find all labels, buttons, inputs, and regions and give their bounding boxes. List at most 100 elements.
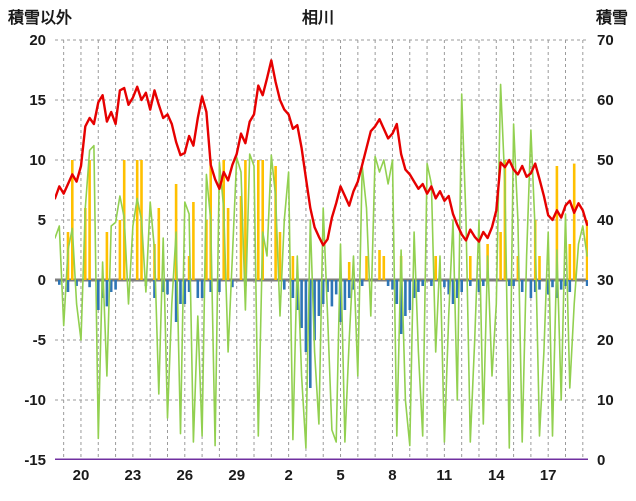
left-axis-tick-label: 15 — [29, 92, 46, 109]
right-axis-tick-label: 10 — [597, 392, 614, 409]
x-axis-tick-label: 17 — [540, 467, 557, 484]
blue-bars — [391, 280, 394, 290]
blue-bars — [412, 280, 416, 298]
x-axis-tick-label: 20 — [73, 467, 90, 484]
blue-bars — [109, 280, 113, 292]
orange-bars — [187, 256, 191, 280]
orange-bars — [538, 256, 541, 280]
blue-bars — [520, 280, 524, 292]
orange-bars — [568, 244, 572, 280]
blue-bars — [58, 280, 61, 285]
blue-bars — [183, 280, 187, 304]
blue-bars — [533, 280, 537, 292]
blue-bars — [105, 280, 109, 307]
orange-bars — [257, 160, 260, 280]
right-axis-tick-label: 70 — [597, 32, 614, 49]
right-axis-tick-label: 50 — [597, 152, 614, 169]
orange-bars — [291, 256, 295, 280]
orange-bars — [516, 256, 520, 280]
blue-bars — [421, 280, 424, 286]
chart-title: 相川 — [301, 10, 334, 27]
left-axis-tick-label: -5 — [33, 332, 46, 349]
orange-bars — [226, 208, 230, 280]
blue-bars — [66, 280, 70, 292]
blue-bars — [339, 280, 342, 322]
orange-bars — [84, 208, 87, 280]
blue-bars — [283, 280, 286, 290]
orange-bars — [135, 160, 139, 280]
left-axis-tick-label: 10 — [29, 152, 46, 169]
orange-bars — [244, 160, 247, 280]
blue-bars — [551, 280, 554, 288]
blue-bars — [296, 280, 299, 310]
blue-bars — [508, 280, 511, 286]
blue-bars — [179, 280, 182, 304]
blue-bars — [352, 280, 355, 290]
blue-bars — [330, 280, 334, 307]
blue-bars — [477, 280, 481, 292]
blue-bars — [317, 280, 321, 316]
blue-bars — [300, 280, 303, 328]
blue-bars — [313, 280, 316, 340]
x-axis-tick-label: 11 — [436, 467, 452, 484]
blue-bars — [321, 280, 325, 304]
blue-bars — [75, 280, 78, 286]
blue-bars — [209, 280, 212, 292]
right-axis-tick-label: 60 — [597, 92, 614, 109]
orange-bars — [205, 220, 208, 280]
green-line — [55, 83, 588, 449]
x-axis-tick-label: 2 — [284, 467, 292, 484]
orange-bars — [192, 202, 195, 280]
blue-bars — [417, 280, 420, 292]
blue-bars — [512, 280, 515, 286]
blue-bars — [187, 280, 191, 292]
orange-bars — [347, 262, 351, 280]
blue-bars — [174, 280, 178, 322]
blue-bars — [343, 280, 347, 310]
orange-bars — [434, 256, 437, 280]
right-axis-tick-label: 0 — [597, 452, 605, 469]
blue-bars — [153, 280, 156, 298]
blue-bars — [97, 280, 100, 310]
left-axis-tick-label: 20 — [29, 32, 46, 49]
blue-bars — [538, 280, 541, 290]
x-axis-tick-label: 26 — [176, 467, 193, 484]
orange-bars — [88, 160, 91, 280]
x-axis-tick-label: 29 — [228, 467, 245, 484]
blue-bars — [399, 280, 403, 334]
x-axis-tick-label: 23 — [125, 467, 142, 484]
x-axis-tick-label: 5 — [336, 467, 344, 484]
blue-bars — [546, 280, 550, 295]
blue-bars — [482, 280, 485, 286]
left-axis-tick-label: 0 — [38, 272, 46, 289]
blue-bars — [559, 280, 563, 290]
blue-bars — [326, 280, 329, 292]
orange-bars — [157, 208, 161, 280]
blue-bars — [430, 280, 433, 286]
blue-bars — [460, 280, 463, 292]
orange-bars — [118, 220, 122, 280]
blue-bars — [161, 280, 165, 292]
orange-bars — [278, 232, 282, 280]
orange-bars — [572, 163, 576, 280]
orange-bars — [71, 160, 74, 280]
blue-bars — [408, 280, 412, 310]
series-group — [55, 59, 588, 460]
left-axis-tick-label: -10 — [24, 392, 46, 409]
blue-bars — [88, 280, 91, 288]
blue-bars — [196, 280, 200, 298]
orange-bars — [105, 232, 109, 280]
right-axis-tick-label: 20 — [597, 332, 614, 349]
blue-bars — [334, 280, 338, 295]
x-axis-tick-label: 14 — [488, 467, 505, 484]
blue-bars — [200, 280, 204, 298]
orange-bars — [469, 256, 472, 280]
right-axis-tick-label: 40 — [597, 212, 614, 229]
blue-bars — [451, 280, 455, 304]
blue-bars — [555, 280, 559, 298]
blue-bars — [114, 280, 117, 290]
blue-bars — [564, 280, 567, 286]
blue-bars — [585, 280, 588, 286]
right-axis-tick-label: 30 — [597, 272, 614, 289]
